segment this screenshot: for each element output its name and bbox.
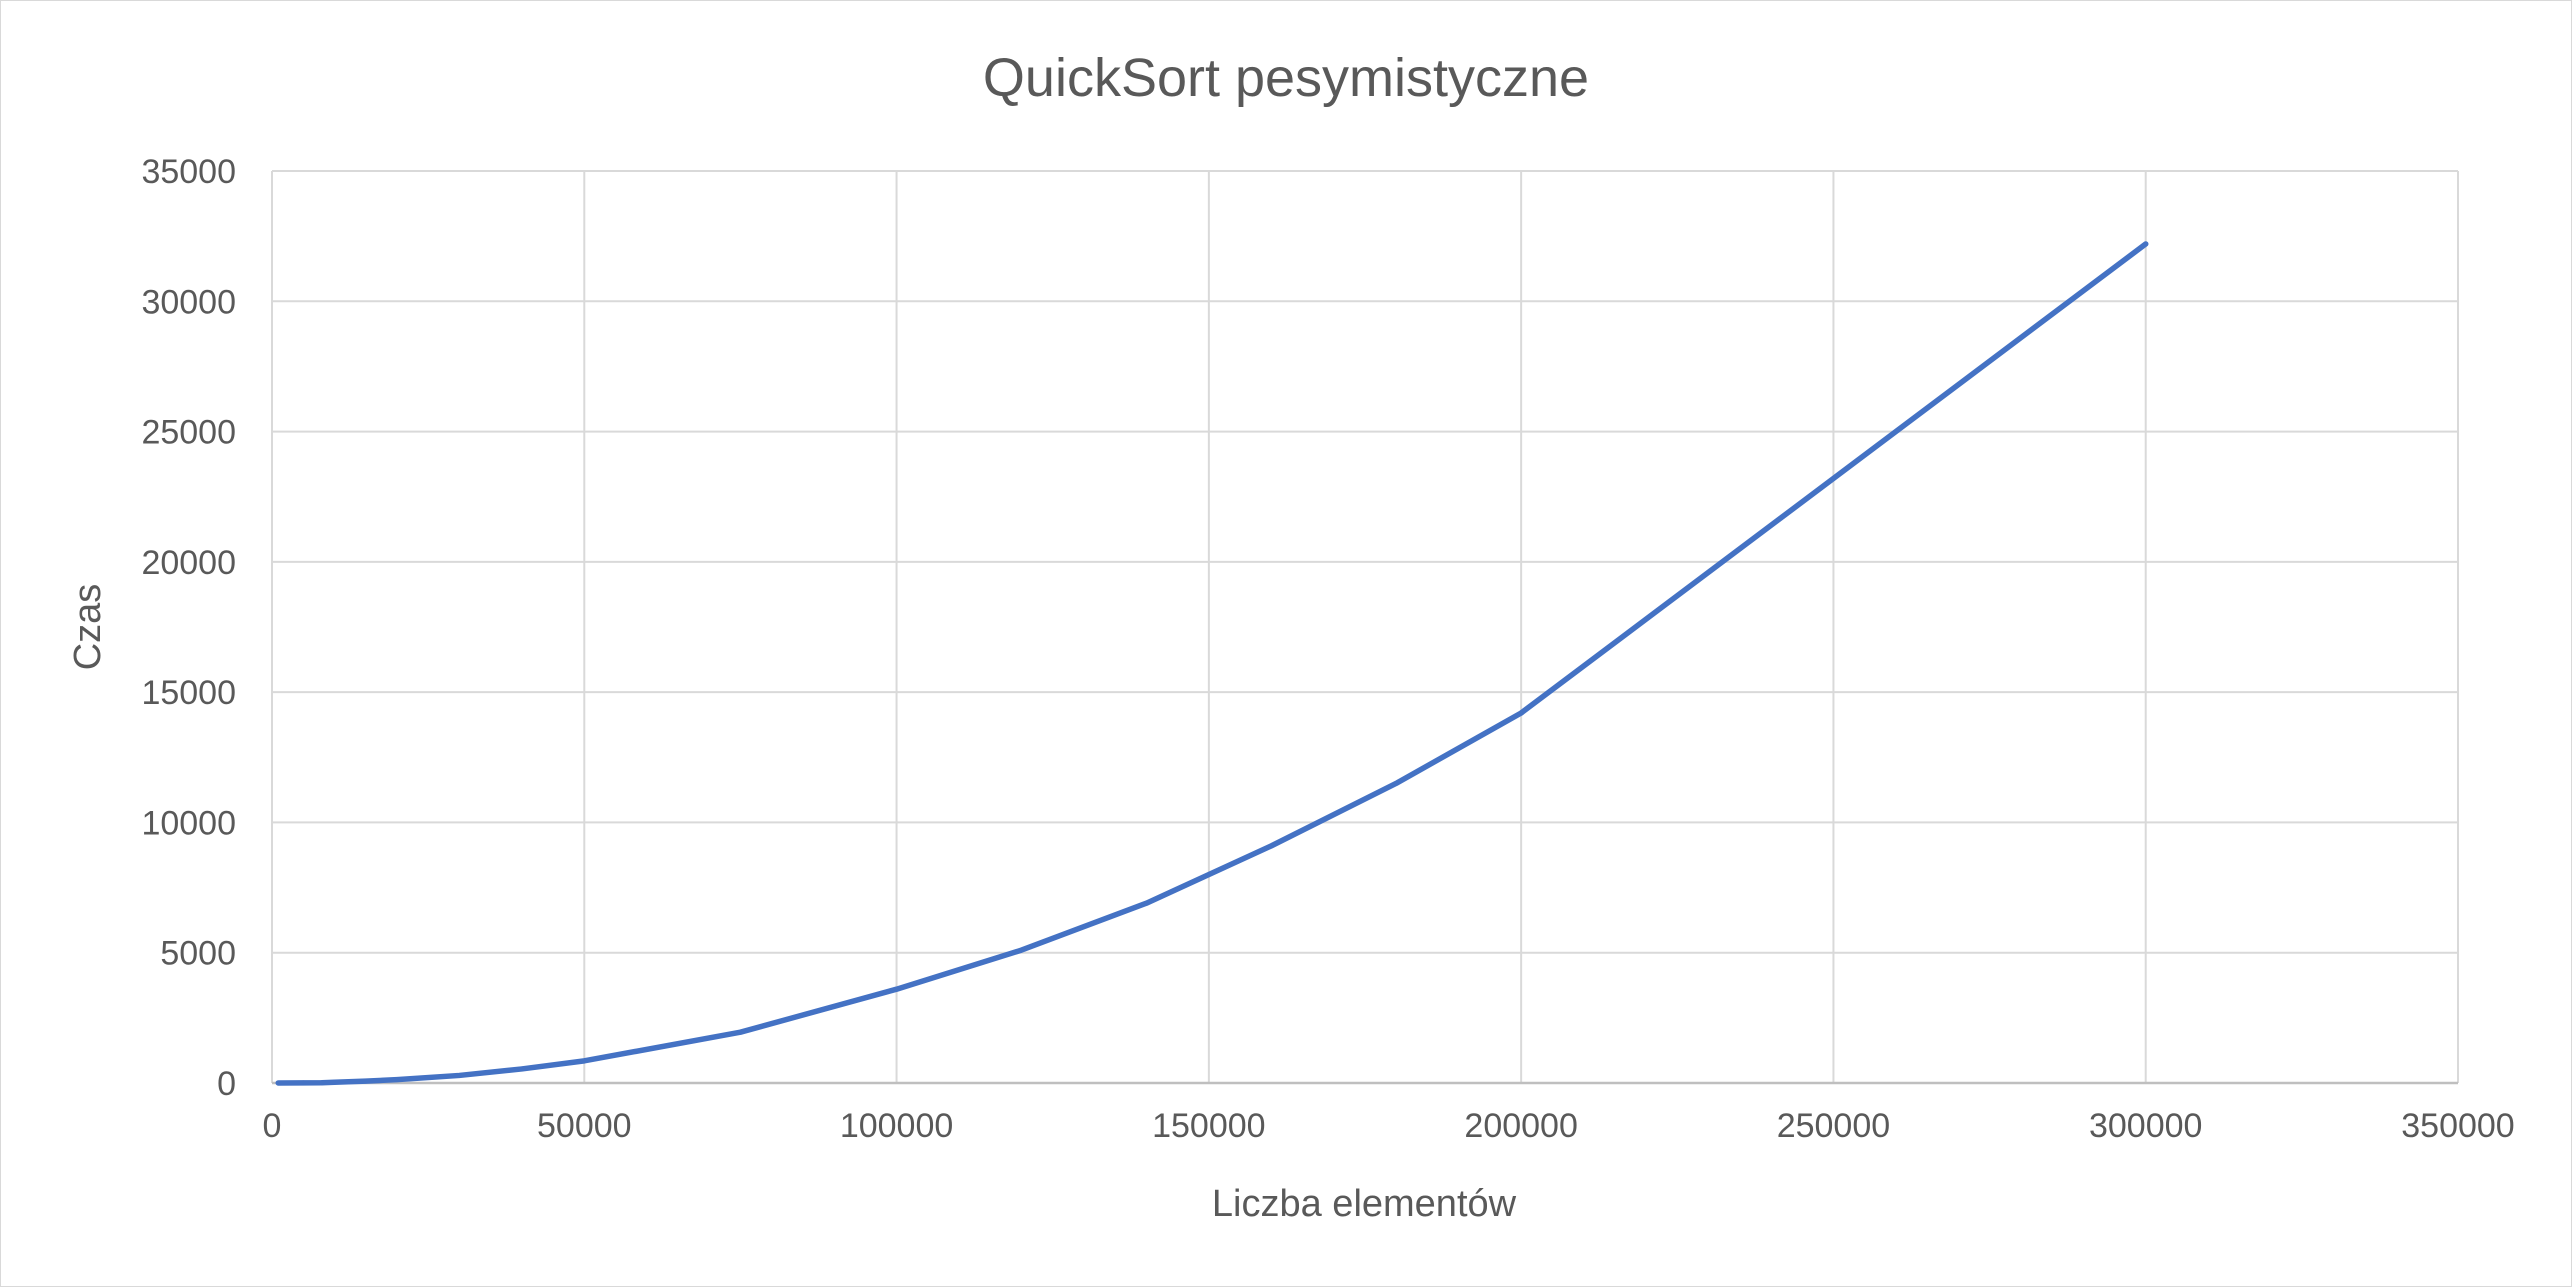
data-point [275, 1080, 281, 1086]
data-point [2143, 241, 2149, 247]
data-point [319, 1080, 325, 1086]
data-point [894, 986, 900, 992]
x-tick-label: 100000 [840, 1107, 953, 1145]
data-point [394, 1077, 400, 1083]
x-tick-label: 300000 [2089, 1107, 2202, 1145]
x-tick-label: 0 [263, 1107, 282, 1145]
data-point [300, 1080, 306, 1086]
gridlines [271, 170, 2459, 1083]
x-tick-label: 350000 [2401, 1107, 2514, 1145]
x-tick-label: 250000 [1777, 1107, 1890, 1145]
y-tick-label: 35000 [141, 153, 236, 191]
x-tick-label: 150000 [1152, 1107, 1265, 1145]
data-point [1143, 900, 1149, 906]
chart-title: QuickSort pesymistyczne [983, 48, 1589, 108]
y-tick-label: 10000 [141, 804, 236, 842]
y-axis-title: Czas [67, 584, 109, 671]
data-point [1268, 843, 1274, 849]
x-axis-title: Liczba elementów [1212, 1183, 1517, 1225]
y-tick-label: 20000 [141, 544, 236, 582]
data-point [331, 1079, 337, 1085]
data-point [737, 1029, 743, 1035]
y-tick-label: 15000 [141, 674, 236, 712]
data-point [581, 1058, 587, 1064]
y-tick-label: 30000 [141, 283, 236, 321]
y-tick-label: 5000 [160, 935, 236, 973]
series-line [275, 241, 2149, 1086]
data-point [1518, 710, 1524, 716]
data-point [1393, 780, 1399, 786]
data-point [456, 1072, 462, 1078]
data-point [363, 1078, 369, 1084]
data-point [519, 1066, 525, 1072]
y-tick-label: 25000 [141, 414, 236, 452]
x-tick-label: 200000 [1464, 1107, 1577, 1145]
y-tick-label: 0 [217, 1065, 236, 1103]
data-point [1018, 947, 1024, 953]
series-layer [275, 241, 2149, 1086]
x-tick-label: 50000 [537, 1107, 632, 1145]
